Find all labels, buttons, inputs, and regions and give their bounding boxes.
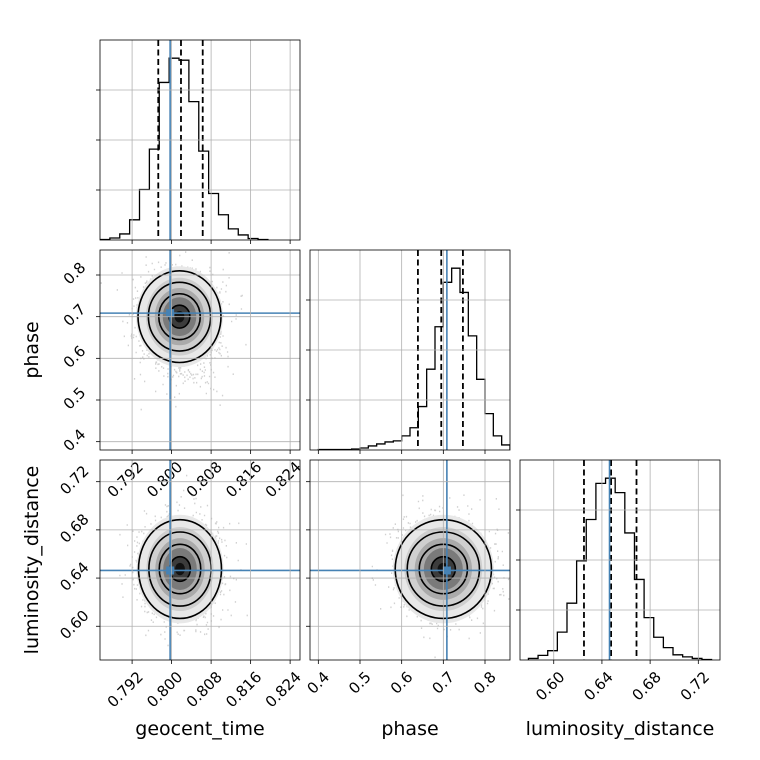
ylabel-luminosity-distance: luminosity_distance	[21, 466, 43, 655]
hist-geocent-time-histogram-step	[100, 57, 269, 240]
scatter-geocent-time-phase-frame	[99, 249, 301, 451]
scatter-geocent-time-luminosity-distance-contour	[137, 518, 223, 620]
xlabel-phase: phase	[381, 718, 438, 740]
hist-geocent-time-frame	[99, 39, 301, 241]
xlabel-geocent-time: geocent_time	[135, 718, 264, 740]
scatter-geocent-time-phase-truth-marker	[166, 309, 175, 318]
hist-luminosity-distance-plot-area	[527, 460, 713, 660]
hist-phase-frame	[309, 249, 511, 451]
scatter-geocent-time-luminosity-distance-contour	[158, 543, 202, 595]
xlabel-luminosity-distance: luminosity_distance	[526, 718, 715, 740]
scatter-phase-luminosity-distance-frame	[309, 459, 511, 661]
hist-luminosity-distance-frame	[519, 459, 721, 661]
scatter-geocent-time-luminosity-distance-truth-marker	[166, 566, 175, 575]
scatter-geocent-time-luminosity-distance-plot-area	[100, 460, 300, 660]
ylabel-phase: phase	[21, 321, 43, 378]
hist-luminosity-distance-histogram-step	[527, 477, 713, 660]
scatter-geocent-time-luminosity-distance-frame	[99, 459, 301, 661]
scatter-geocent-time-luminosity-distance-density-level	[175, 562, 185, 576]
scatter-phase-luminosity-distance-truth-marker	[442, 566, 451, 575]
